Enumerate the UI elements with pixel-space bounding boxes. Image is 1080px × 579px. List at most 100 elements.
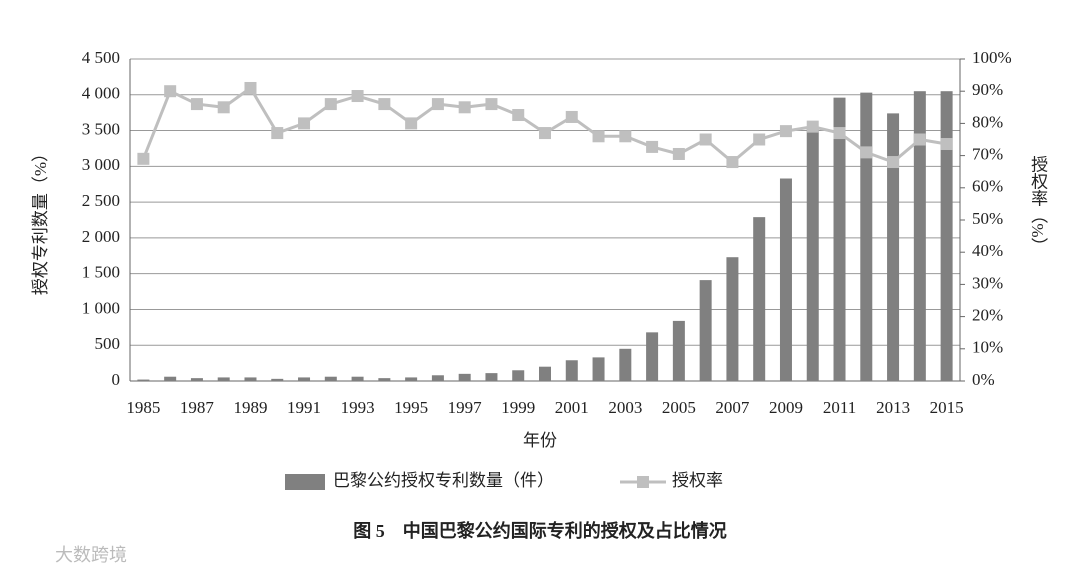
marker	[539, 127, 551, 140]
marker	[672, 147, 685, 160]
marker	[512, 109, 525, 122]
x-tick-label: 2001	[555, 398, 589, 417]
marker	[351, 90, 364, 103]
bar	[164, 376, 177, 381]
y-tick-label: 1 000	[82, 298, 120, 317]
bar	[753, 217, 766, 381]
x-tick-label: 2015	[930, 398, 964, 417]
legend-label: 巴黎公约授权专利数量（件）	[333, 471, 554, 490]
y2-tick-label: 20%	[972, 306, 1003, 325]
x-axis-label: 年份	[523, 431, 557, 450]
bar	[137, 379, 150, 381]
bar	[458, 373, 471, 381]
bar	[699, 280, 712, 381]
marker	[887, 156, 900, 169]
bar	[405, 377, 418, 381]
marker	[565, 110, 578, 123]
marker	[779, 125, 792, 138]
marker	[646, 140, 659, 153]
bar	[298, 377, 311, 381]
bar	[565, 360, 578, 381]
bar	[351, 376, 364, 381]
marker	[699, 133, 712, 146]
marker	[833, 127, 846, 140]
bar	[431, 375, 444, 381]
y-tick-label: 500	[95, 334, 121, 353]
y2-tick-label: 40%	[972, 241, 1003, 260]
marker	[164, 85, 177, 98]
marker	[378, 98, 391, 111]
y2-axis-label: 授权率（%）	[1028, 155, 1048, 254]
marker	[405, 117, 418, 130]
caption: 图 5 中国巴黎公约国际专利的授权及占比情况	[353, 520, 727, 541]
marker	[913, 133, 926, 146]
marker	[940, 138, 953, 151]
marker	[458, 101, 471, 114]
bar	[512, 370, 525, 381]
bar	[672, 320, 685, 381]
y2-tick-label: 90%	[972, 80, 1003, 99]
y2-tick-label: 80%	[972, 112, 1003, 131]
line	[141, 85, 947, 165]
bar	[913, 91, 926, 381]
y-tick-label: 1 500	[82, 263, 120, 282]
y-axis-label: 授权专利数量（%）	[31, 145, 50, 295]
y-tick-label: 3 000	[82, 155, 120, 174]
x-tick-label: 1993	[341, 398, 375, 417]
y2-tick-label: 0%	[972, 370, 995, 389]
bar	[271, 378, 284, 381]
bar	[539, 366, 551, 381]
bar	[833, 97, 846, 381]
marker	[753, 133, 766, 146]
y2-tick-label: 100%	[972, 48, 1012, 67]
bar	[592, 357, 605, 381]
x-tick-label: 2009	[769, 398, 803, 417]
x-tick-label: 1999	[501, 398, 535, 417]
bar	[726, 257, 739, 381]
x-tick-label: 2005	[662, 398, 696, 417]
x-tick-label: 1997	[448, 398, 483, 417]
y-tick-label: 3 500	[82, 119, 120, 138]
marker	[190, 98, 203, 111]
bar	[779, 178, 792, 381]
bar	[887, 113, 900, 381]
legend-marker	[637, 476, 649, 488]
y2-tick-label: 60%	[972, 177, 1003, 196]
y-tick-label: 4 000	[82, 84, 120, 103]
legend-label: 授权率	[672, 471, 723, 490]
bar	[940, 91, 953, 381]
marker	[619, 130, 632, 143]
x-tick-label: 2011	[823, 398, 856, 417]
y-tick-label: 2 000	[82, 227, 120, 246]
marker	[431, 98, 444, 111]
bar	[485, 373, 498, 381]
x-tick-label: 2003	[608, 398, 642, 417]
bar	[190, 378, 203, 381]
x-tick-label: 1985	[126, 398, 160, 417]
y2-tick-label: 10%	[972, 338, 1003, 357]
x-tick-label: 1995	[394, 398, 428, 417]
x-tick-label: 2013	[876, 398, 910, 417]
marker	[244, 81, 257, 94]
marker	[860, 146, 873, 159]
x-tick-label: 1989	[233, 398, 267, 417]
marker	[137, 152, 150, 165]
marker	[298, 117, 311, 130]
marker	[726, 156, 739, 169]
bar	[378, 378, 391, 381]
x-tick-label: 2007	[715, 398, 750, 417]
bar	[324, 376, 337, 381]
bar	[806, 128, 819, 381]
marker	[271, 127, 284, 140]
bar	[217, 377, 230, 381]
marker	[324, 98, 337, 111]
bar	[860, 92, 873, 382]
x-tick-label: 1991	[287, 398, 321, 417]
marker	[592, 130, 605, 143]
legend-swatch	[285, 474, 325, 490]
bar	[646, 332, 659, 381]
marker	[485, 98, 498, 111]
y2-tick-label: 30%	[972, 273, 1003, 292]
y-tick-label: 0	[112, 370, 121, 389]
